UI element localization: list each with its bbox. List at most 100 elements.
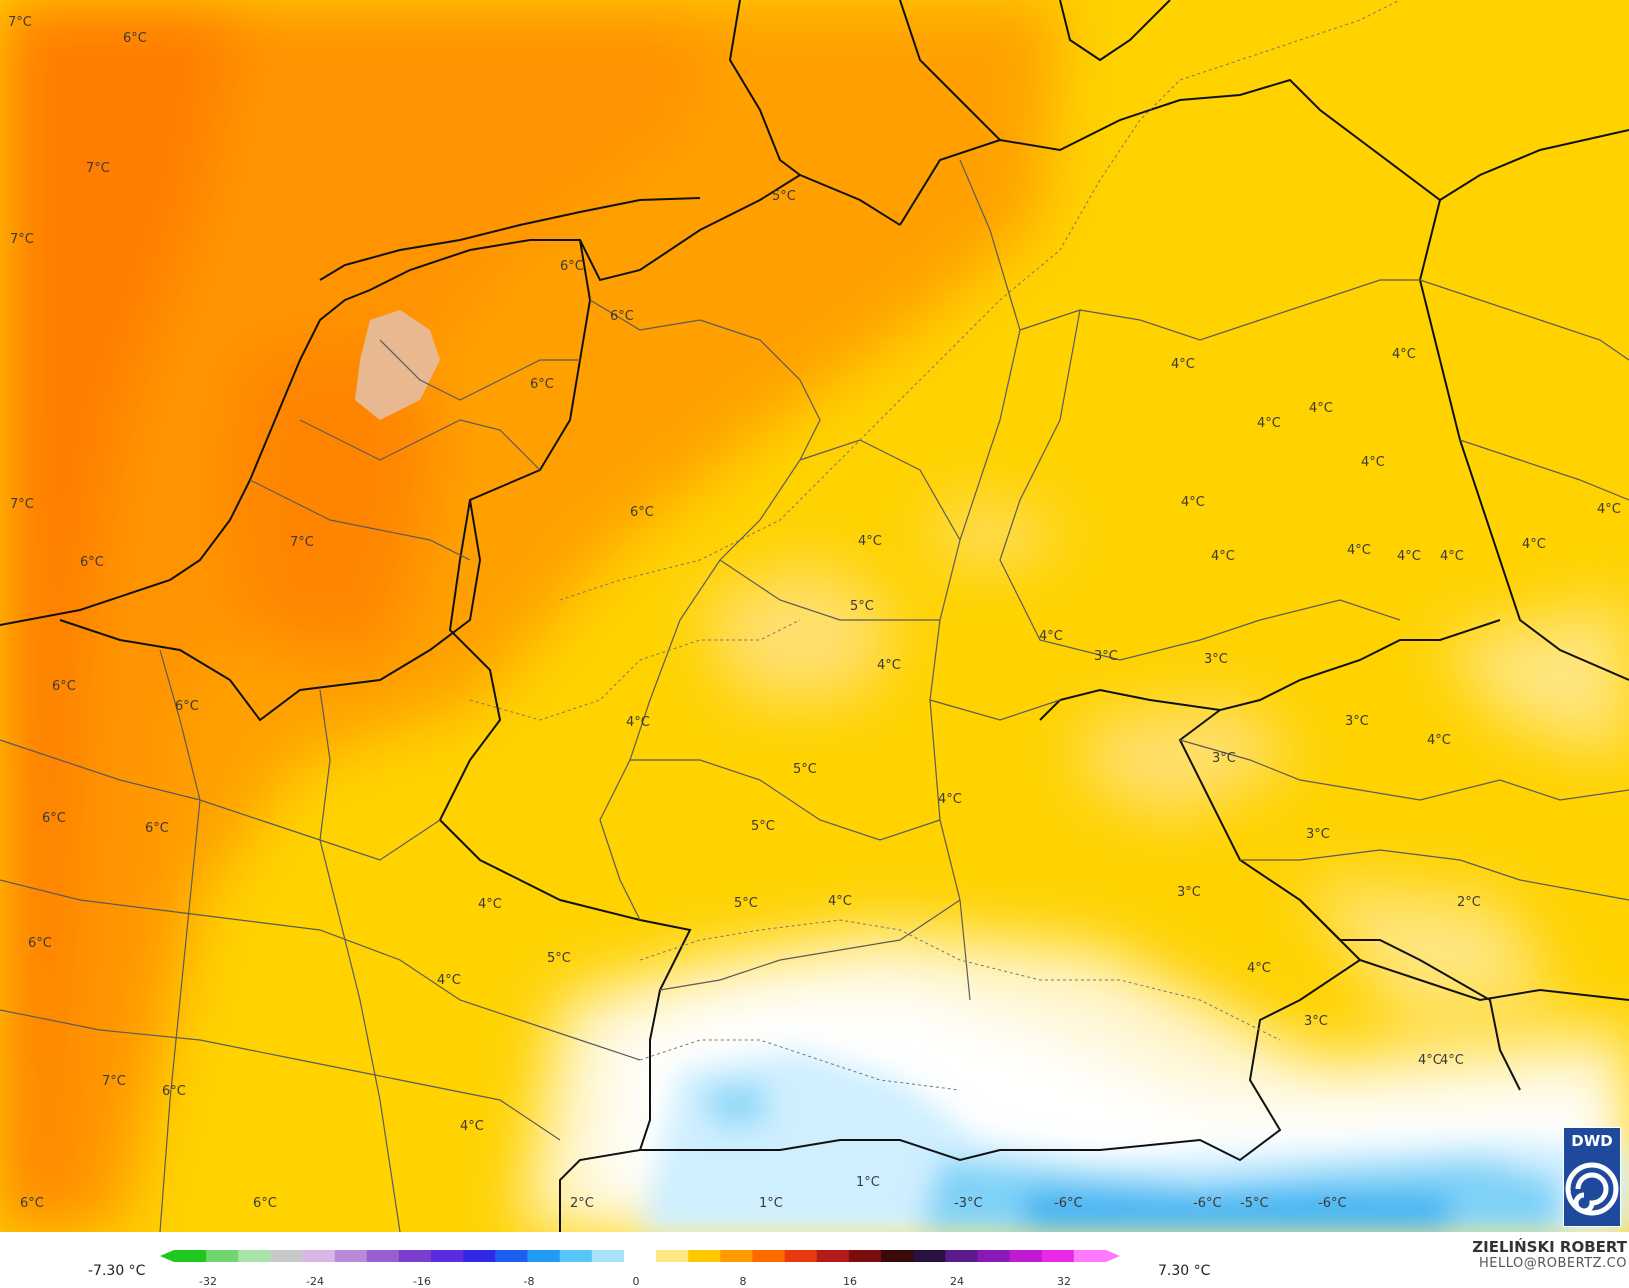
temperature-label: 2°C [1457,895,1481,910]
legend-tick-label: 32 [1057,1275,1071,1288]
temperature-label: 6°C [123,31,147,46]
legend-color-swatch [1009,1250,1043,1262]
author-email: HELLO@ROBERTZ.CO [1478,1256,1627,1271]
temperature-label: 4°C [1181,495,1205,510]
temperature-label: 4°C [1418,1053,1442,1068]
legend-color-swatch [881,1250,914,1262]
temperature-label: 3°C [1306,827,1330,842]
author-credit: ZIELIŃSKI ROBERT HELLO@ROBERTZ.CO [1472,1238,1627,1272]
legend-color-swatch [720,1250,754,1262]
regional-borders [0,159,1629,1232]
temperature-label: 7°C [290,535,314,550]
temperature-label: 6°C [28,936,52,951]
legend-color-swatch [977,1250,1011,1262]
temperature-label: 6°C [610,309,634,324]
temperature-label: 3°C [1204,652,1228,667]
temperature-label: 3°C [1094,649,1118,664]
temperature-label: 6°C [52,679,76,694]
legend-tick-label: 0 [632,1275,640,1288]
temperature-label: 6°C [42,811,66,826]
temperature-label: -6°C [1193,1196,1222,1211]
temperature-label: 4°C [478,897,502,912]
temperature-label: 4°C [1347,543,1371,558]
temperature-label: 4°C [1440,1053,1464,1068]
legend-tick-label: 16 [843,1275,857,1288]
temperature-label: 5°C [793,762,817,777]
legend-color-swatch [238,1250,272,1262]
temperature-label: 1°C [856,1175,880,1190]
temperature-label: 6°C [175,699,199,714]
legend-color-swatch [527,1250,561,1262]
temperature-label: 4°C [828,894,852,909]
temperature-label: 6°C [162,1084,186,1099]
temperature-labels: 7°C 6°C 7°C 7°C 7°C 6°C 7°C 6°C 6°C 6°C 6°C 6°C 6°C 6… [8,15,1621,1211]
legend-tick-label: 24 [950,1275,964,1288]
legend-color-swatch [784,1250,818,1262]
temperature-label: 3°C [1177,885,1201,900]
cold-field [640,1050,1629,1232]
temperature-label: 4°C [1361,455,1385,470]
temperature-label: 7°C [102,1074,126,1089]
temperature-label: -3°C [954,1196,983,1211]
author-name: ZIELIŃSKI ROBERT [1472,1238,1627,1256]
legend-color-swatch [270,1250,304,1262]
temperature-label: 7°C [86,161,110,176]
temperature-label: 4°C [858,534,882,549]
temperature-label: -5°C [1240,1196,1269,1211]
temperature-label: -6°C [1054,1196,1083,1211]
temperature-label: 5°C [547,951,571,966]
legend-color-swatch [334,1250,368,1262]
legend-color-swatch [431,1250,464,1262]
legend-color-swatch [913,1250,946,1262]
legend-color-swatch [945,1250,979,1262]
legend-tick-label: -32 [199,1275,217,1288]
temperature-label: -6°C [1318,1196,1347,1211]
legend-color-swatch [366,1250,400,1262]
legend-arrow-left [160,1250,174,1262]
temperature-map[interactable]: 7°C 6°C 7°C 7°C 7°C 6°C 7°C 6°C 6°C 6°C 6°C 6°C 6°C 6… [0,0,1629,1232]
legend-tick-label: 8 [739,1275,747,1288]
temperature-label: 4°C [626,715,650,730]
temperature-label: 7°C [10,497,34,512]
temperature-label: 4°C [1440,549,1464,564]
temperature-label: 7°C [8,15,32,30]
legend-tick-label: -24 [306,1275,324,1288]
legend-color-swatch [174,1250,207,1262]
temperature-label: 5°C [734,896,758,911]
temperature-label: 4°C [1597,502,1621,517]
temperature-label: 3°C [1304,1014,1328,1029]
legend-color-swatch [1073,1250,1107,1262]
legend-color-swatch [848,1250,882,1262]
legend-color-swatch [559,1250,593,1262]
temperature-label: 6°C [80,555,104,570]
temperature-label: 1°C [759,1196,783,1211]
temperature-label: 6°C [20,1196,44,1211]
temperature-label: 3°C [1212,751,1236,766]
isotherms [469,0,1401,1091]
dwd-swirl-icon [1565,1162,1619,1216]
temperature-label: 4°C [938,792,962,807]
legend-color-swatch [495,1250,529,1262]
temperature-label: 7°C [10,232,34,247]
legend-color-swatch [688,1250,721,1262]
temperature-label: 4°C [1522,537,1546,552]
map-canvas: 7°C 6°C 7°C 7°C 7°C 6°C 7°C 6°C 6°C 6°C 6°C 6°C 6°C 6… [0,0,1629,1232]
temperature-label: 3°C [1345,714,1369,729]
ijsselmeer [355,310,440,420]
temperature-label: 6°C [560,259,584,274]
color-scale-bar [160,1250,1120,1262]
national-borders [59,199,1629,1232]
legend-color-swatch [398,1250,432,1262]
dwd-logo-text: DWD [1571,1132,1613,1150]
temperature-label: 4°C [1392,347,1416,362]
legend-color-swatch [591,1250,625,1262]
legend-color-swatch [752,1250,786,1262]
legend-color-swatch [1041,1250,1075,1262]
legend-color-swatch [302,1250,336,1262]
temperature-label: 4°C [1397,549,1421,564]
temperature-label: 4°C [1247,961,1271,976]
legend-color-swatch [463,1250,496,1262]
legend-arrow-right [1106,1250,1120,1262]
temperature-label: 4°C [437,973,461,988]
legend-color-swatch [656,1250,689,1262]
